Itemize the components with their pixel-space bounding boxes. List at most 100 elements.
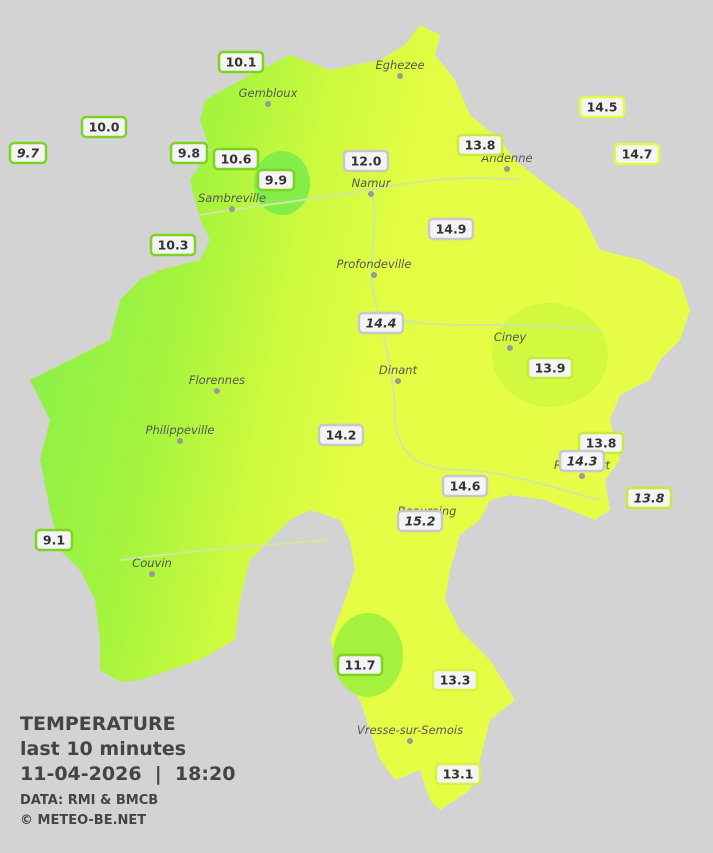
station-box xyxy=(8,141,48,165)
station: 10.1 xyxy=(217,50,265,74)
town-dot xyxy=(265,101,271,107)
station: 14.3 xyxy=(558,449,606,473)
station-box xyxy=(317,423,365,447)
contour xyxy=(492,303,608,407)
town-label: Philippeville xyxy=(146,423,215,437)
station-box xyxy=(212,147,260,171)
station: 13.8 xyxy=(456,133,504,157)
station-box xyxy=(434,762,482,786)
station-value: 13.9 xyxy=(535,361,566,376)
legend: TEMPERATURE last 10 minutes 11-04-2026 |… xyxy=(20,713,235,828)
station-value: 14.6 xyxy=(450,479,481,494)
town-label: Florennes xyxy=(189,373,245,387)
station: 13.8 xyxy=(625,486,673,510)
station: 14.6 xyxy=(441,474,489,498)
town-dot xyxy=(507,345,513,351)
station: 12.0 xyxy=(342,149,390,173)
station-box xyxy=(625,486,673,510)
station: 13.3 xyxy=(431,668,479,692)
legend-source: DATA: RMI & BMCB xyxy=(20,793,158,808)
station: 9.8 xyxy=(169,141,209,165)
station: 9.1 xyxy=(34,528,74,552)
station-value: 13.3 xyxy=(440,673,471,688)
town-label: Vresse-sur-Semois xyxy=(357,723,463,737)
legend-subtitle: last 10 minutes xyxy=(20,738,186,760)
station-box xyxy=(578,95,626,119)
station: 14.2 xyxy=(317,423,365,447)
station: 10.3 xyxy=(149,233,197,257)
station-value: 9.1 xyxy=(43,533,65,548)
station-value: 13.8 xyxy=(634,491,665,506)
station: 9.7 xyxy=(8,141,48,165)
station: 13.1 xyxy=(434,762,482,786)
town-dot xyxy=(371,272,377,278)
legend-datetime: 11-04-2026 | 18:20 xyxy=(20,763,235,785)
province xyxy=(30,25,690,810)
town-dot xyxy=(504,166,510,172)
station-box xyxy=(526,356,574,380)
station-value: 14.5 xyxy=(587,100,618,115)
station-value: 9.8 xyxy=(178,146,200,161)
town-label: Dinant xyxy=(379,363,418,377)
town-label: Sambreville xyxy=(198,191,266,205)
station-box xyxy=(80,115,128,139)
station: 10.0 xyxy=(80,115,128,139)
station-value: 14.7 xyxy=(622,147,653,162)
town-label: Namur xyxy=(352,176,392,190)
station-box xyxy=(613,142,661,166)
station-value: 14.2 xyxy=(326,428,357,443)
station-value: 10.1 xyxy=(226,55,257,70)
town-dot xyxy=(368,191,374,197)
station: 10.6 xyxy=(212,147,260,171)
station: 9.9 xyxy=(256,168,296,192)
town-dot xyxy=(149,571,155,577)
legend-title: TEMPERATURE xyxy=(20,713,176,735)
station: 14.5 xyxy=(578,95,626,119)
station-box xyxy=(396,509,444,533)
station-box xyxy=(427,217,475,241)
station: 14.9 xyxy=(427,217,475,241)
station: 15.2 xyxy=(396,509,444,533)
station-box xyxy=(217,50,265,74)
station-value: 15.2 xyxy=(405,514,436,529)
station-box xyxy=(431,668,479,692)
town-label: Gembloux xyxy=(239,86,298,100)
town-label: Profondeville xyxy=(337,257,412,271)
station: 13.9 xyxy=(526,356,574,380)
town-dot xyxy=(579,473,585,479)
town-dot xyxy=(229,206,235,212)
station-box xyxy=(34,528,74,552)
town-label: Eghezee xyxy=(375,58,424,72)
station-box xyxy=(342,149,390,173)
town-label: Ciney xyxy=(494,330,527,344)
station: 14.7 xyxy=(613,142,661,166)
station-value: 9.7 xyxy=(17,146,39,161)
station-value: 10.6 xyxy=(221,152,252,167)
town-dot xyxy=(395,378,401,384)
station-value: 10.3 xyxy=(158,238,189,253)
station: 11.7 xyxy=(336,653,384,677)
town-dot xyxy=(397,73,403,79)
station-box xyxy=(256,168,296,192)
river xyxy=(119,177,601,561)
station: 14.4 xyxy=(357,311,405,335)
town-dot xyxy=(214,388,220,394)
station-box xyxy=(357,311,405,335)
station-value: 14.4 xyxy=(366,316,397,331)
station-value: 13.8 xyxy=(586,436,617,451)
station-value: 10.0 xyxy=(89,120,120,135)
station-box xyxy=(456,133,504,157)
station-value: 13.1 xyxy=(443,767,474,782)
station-value: 13.8 xyxy=(465,138,496,153)
station-value: 14.9 xyxy=(436,222,467,237)
station-value: 14.3 xyxy=(567,454,598,469)
station-value: 11.7 xyxy=(345,658,376,673)
station-value: 9.9 xyxy=(265,173,287,188)
legend-copyright: © METEO-BE.NET xyxy=(20,813,146,828)
town-dot xyxy=(407,738,413,744)
station-box xyxy=(336,653,384,677)
station-box xyxy=(169,141,209,165)
town-dot xyxy=(177,438,183,444)
station-value: 12.0 xyxy=(351,154,382,169)
